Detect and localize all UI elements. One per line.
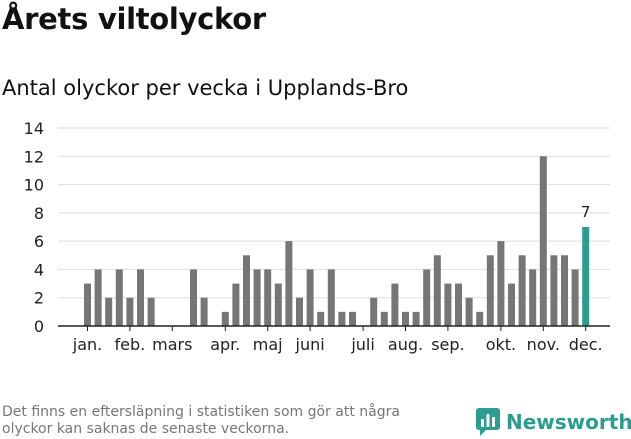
bar <box>402 311 409 326</box>
bar <box>465 297 473 326</box>
x-tick-label: okt. <box>486 335 516 354</box>
bar <box>338 311 346 326</box>
y-tick-label: 2 <box>34 289 44 308</box>
bar <box>317 311 325 326</box>
bar-chart: 0 2 4 6 8 10 12 14 jan. feb. mars apr. maj juni juli au… <box>24 119 610 354</box>
bar <box>296 297 303 326</box>
bar <box>561 255 568 326</box>
x-tick-label: feb. <box>115 335 146 354</box>
bar <box>190 269 197 326</box>
bar <box>253 269 261 326</box>
y-tick-label: 10 <box>24 176 44 195</box>
x-tick-label: aug. <box>388 335 423 354</box>
bar <box>232 283 240 326</box>
y-tick-label: 8 <box>34 204 44 223</box>
bar-highlight <box>582 227 590 326</box>
bar <box>508 283 515 326</box>
bar <box>476 311 484 326</box>
x-tick-label: juli <box>350 335 374 354</box>
bar <box>349 311 356 326</box>
bar <box>94 269 102 326</box>
x-tick-label: maj <box>253 335 283 354</box>
bar <box>147 297 155 326</box>
bar <box>370 297 378 326</box>
data-label: 7 <box>581 203 591 221</box>
bar <box>539 156 547 326</box>
bar <box>264 269 272 326</box>
bar <box>518 255 526 326</box>
y-tick-label: 4 <box>34 260 44 279</box>
bar <box>105 297 113 326</box>
bar <box>126 297 134 326</box>
bar <box>115 269 123 326</box>
bar <box>497 241 505 326</box>
bar <box>327 269 335 326</box>
bar <box>550 255 558 326</box>
bar <box>84 283 91 326</box>
bar <box>529 269 537 326</box>
bar <box>221 311 229 326</box>
bar <box>571 269 579 326</box>
x-tick-label: mars <box>152 335 192 354</box>
chart-subtitle: Antal olyckor per vecka i Upplands-Bro <box>2 76 409 100</box>
newsworthy-logo: Newsworthy <box>476 408 631 436</box>
footnote: Det finns en eftersläpning i statistiken… <box>2 404 400 437</box>
bar <box>274 283 282 326</box>
bar <box>243 255 250 326</box>
x-tick-label: nov. <box>527 335 560 354</box>
bar <box>433 255 441 326</box>
bar <box>455 283 462 326</box>
bar <box>391 283 399 326</box>
bar <box>486 255 494 326</box>
bar <box>306 269 314 326</box>
x-tick-label: dec. <box>569 335 603 354</box>
bar <box>444 283 452 326</box>
y-tick-label: 12 <box>24 147 44 166</box>
y-tick-label: 6 <box>34 232 44 251</box>
bar <box>412 311 420 326</box>
y-tick-label: 0 <box>34 317 44 336</box>
y-tick-label: 14 <box>24 119 44 138</box>
bar <box>137 269 144 326</box>
bar <box>380 311 388 326</box>
newsworthy-logo-icon <box>476 408 500 436</box>
logo-text: Newsworthy <box>506 410 631 434</box>
x-tick-label: sep. <box>431 335 464 354</box>
x-tick-label: jan. <box>72 335 102 354</box>
x-tick-label: juni <box>295 335 325 354</box>
bar <box>200 297 208 326</box>
chart-title: Årets viltolyckor <box>2 2 266 36</box>
bar <box>285 241 293 326</box>
x-tick-label: apr. <box>210 335 240 354</box>
bar <box>423 269 431 326</box>
